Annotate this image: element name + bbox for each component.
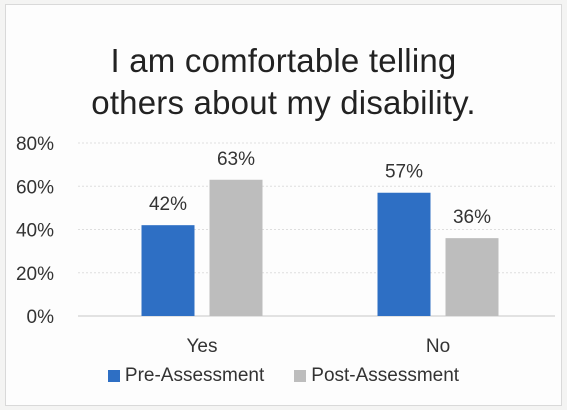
chart-legend: Pre-Assessment Post-Assessment bbox=[0, 365, 567, 387]
data-label: 42% bbox=[149, 194, 187, 215]
data-label: 63% bbox=[217, 149, 255, 170]
chart-frame bbox=[5, 4, 562, 406]
legend-label-post: Post-Assessment bbox=[311, 365, 460, 386]
legend-swatch-pre bbox=[107, 370, 120, 382]
chart-title-line-1: I am comfortable telling bbox=[110, 42, 457, 79]
data-label: 57% bbox=[385, 162, 423, 183]
y-tick-label: 0% bbox=[27, 307, 55, 328]
legend-label-pre: Pre-Assessment bbox=[124, 365, 265, 386]
chart-title-line-2: others about my disability. bbox=[91, 84, 476, 121]
data-label: 36% bbox=[453, 207, 491, 228]
legend-item-post: Post-Assessment bbox=[294, 365, 459, 387]
y-tick-label: 20% bbox=[16, 264, 54, 285]
category-label: Yes bbox=[187, 336, 218, 357]
bar-no-pre bbox=[377, 192, 431, 316]
bar-yes-post bbox=[209, 179, 263, 316]
bar-yes-pre bbox=[141, 225, 195, 316]
category-label: No bbox=[426, 336, 450, 357]
legend-item-pre: Pre-Assessment bbox=[107, 365, 265, 387]
y-tick-label: 60% bbox=[16, 177, 54, 198]
bar-no-post bbox=[445, 238, 499, 316]
y-tick-label: 80% bbox=[16, 134, 54, 155]
legend-swatch-post bbox=[294, 370, 307, 382]
y-tick-label: 40% bbox=[16, 221, 54, 242]
chart-title: I am comfortable telling others about my… bbox=[0, 40, 567, 124]
